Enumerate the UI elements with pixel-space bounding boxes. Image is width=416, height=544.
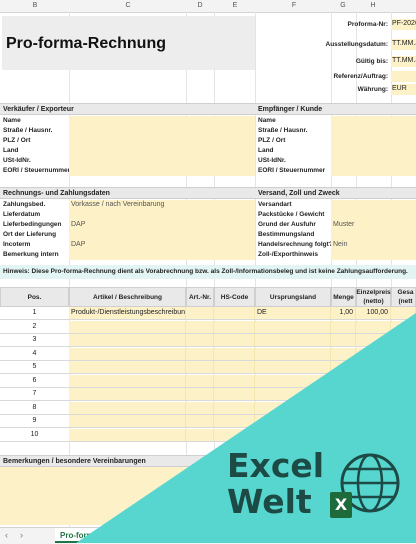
cell-pos[interactable]: 7	[32, 390, 37, 397]
shipping-method-input[interactable]	[331, 200, 416, 210]
meta-label-valid-until: Gültig bis:	[355, 58, 388, 65]
buyer-input-country[interactable]	[331, 146, 416, 156]
seller-label-name: Name	[3, 117, 21, 124]
internal-note-input[interactable]	[69, 250, 255, 260]
globe-icon	[340, 453, 400, 513]
table-header-hs-code[interactable]: HS-Code	[214, 287, 255, 307]
payment-terms-input[interactable]: Vorkasse / nach Vereinbarung	[69, 200, 255, 210]
table-header-origin[interactable]: Ursprungsland	[255, 287, 331, 307]
payment-label: Bemerkung intern	[3, 251, 59, 258]
shipping-label: Handelsrechnung folgt?	[258, 241, 331, 248]
shipping-section-header: Versand, Zoll und Zweck	[255, 187, 416, 199]
table-header-total[interactable]: Gesa (nett	[391, 287, 416, 307]
column-header-d[interactable]: D	[197, 2, 203, 9]
seller-section-header: Verkäufer / Exporteur	[0, 103, 255, 115]
seller-input-street[interactable]	[69, 126, 255, 136]
meta-value-date[interactable]: TT.MM.J	[391, 39, 416, 50]
table-header-description[interactable]: Artikel / Beschreibung	[69, 287, 186, 307]
seller-label-vat: USt-IdNr.	[3, 157, 31, 164]
cell-pos[interactable]: 4	[32, 349, 37, 357]
tab-scroll-left-icon[interactable]: ‹	[5, 530, 8, 540]
table-header-pos[interactable]: Pos.	[0, 287, 69, 307]
payment-label: Lieferbedingungen	[3, 221, 62, 228]
seller-label-city: PLZ / Ort	[3, 137, 31, 144]
packages-weight-input[interactable]	[331, 210, 416, 220]
excel-badge-icon: X	[330, 492, 352, 518]
delivery-date-input[interactable]	[69, 210, 255, 220]
payment-label: Zahlungsbed.	[3, 201, 46, 208]
decorative-triangle	[76, 313, 416, 543]
column-header-bar: B C D E F G H	[0, 0, 416, 13]
destination-country-input[interactable]	[331, 230, 416, 240]
payment-label: Ort der Lieferung	[3, 231, 57, 238]
column-header-e[interactable]: E	[232, 2, 238, 9]
column-header-b[interactable]: B	[32, 2, 38, 9]
payment-section-header: Rechnungs- und Zahlungsdaten	[0, 187, 255, 199]
table-header-qty[interactable]: Menge	[331, 287, 356, 307]
shipping-label: Zoll-/Exporthinweis	[258, 251, 318, 258]
seller-input-vat[interactable]	[69, 156, 255, 166]
tab-scroll-right-icon[interactable]: ›	[20, 530, 23, 540]
seller-input-city[interactable]	[69, 136, 255, 146]
seller-input-name[interactable]	[69, 116, 255, 126]
seller-input-country[interactable]	[69, 146, 255, 156]
delivery-place-input[interactable]	[69, 230, 255, 240]
column-header-h[interactable]: H	[370, 2, 376, 9]
buyer-input-vat[interactable]	[331, 156, 416, 166]
table-header-unit-price[interactable]: Einzelpreis (netto)	[356, 287, 391, 307]
cell-pos[interactable]: 3	[32, 336, 37, 343]
buyer-input-name[interactable]	[331, 116, 416, 126]
buyer-label-street: Straße / Hausnr.	[258, 127, 308, 134]
logo-text-line1: Excel	[227, 446, 325, 485]
meta-label-reference: Referenz/Auftrag:	[333, 73, 388, 80]
payment-label: Incoterm	[3, 241, 31, 248]
shipping-label: Bestimmungsland	[258, 231, 315, 238]
payment-label: Lieferdatum	[3, 211, 41, 218]
export-reason-input[interactable]: Muster	[331, 220, 416, 230]
incoterm-input[interactable]: DAP	[69, 240, 255, 250]
cell-pos[interactable]: 6	[32, 376, 37, 384]
cell-pos[interactable]: 5	[32, 363, 37, 370]
buyer-input-city[interactable]	[331, 136, 416, 146]
cell-pos[interactable]: 10	[30, 430, 39, 438]
seller-label-eori: EORI / Steuernummer	[3, 167, 69, 174]
table-header-article-no[interactable]: Art.-Nr.	[186, 287, 214, 307]
buyer-label-country: Land	[258, 147, 274, 154]
cell-pos[interactable]: 2	[32, 322, 37, 330]
buyer-label-city: PLZ / Ort	[258, 137, 286, 144]
logo-text-line2: Welt	[227, 482, 312, 521]
meta-value-currency[interactable]: EUR	[391, 84, 416, 95]
meta-label-proforma-nr: Proforma-Nr:	[347, 21, 388, 28]
buyer-input-street[interactable]	[331, 126, 416, 136]
seller-label-country: Land	[3, 147, 19, 154]
buyer-input-eori[interactable]	[331, 166, 416, 176]
column-header-c[interactable]: C	[125, 2, 131, 9]
shipping-label: Versandart	[258, 201, 292, 208]
customs-note-input[interactable]	[331, 250, 416, 260]
buyer-label-eori: EORI / Steuernummer	[258, 167, 326, 174]
meta-label-date: Ausstellungsdatum:	[325, 41, 388, 48]
commercial-invoice-input[interactable]: Nein	[331, 240, 416, 250]
seller-label-street: Straße / Hausnr.	[3, 127, 53, 134]
excel-welt-logo: Excel Welt X	[227, 446, 407, 536]
meta-label-currency: Währung:	[357, 86, 388, 93]
cell-pos[interactable]: 8	[32, 403, 37, 411]
meta-value-proforma-nr[interactable]: PF-2026	[391, 19, 416, 30]
shipping-label: Packstücke / Gewicht	[258, 211, 325, 218]
meta-value-valid-until[interactable]: TT.MM.J	[391, 56, 416, 67]
title-cell[interactable]: Pro-forma-Rechnung	[2, 16, 255, 70]
page-title: Pro-forma-Rechnung	[6, 35, 166, 52]
seller-input-eori[interactable]	[69, 166, 255, 176]
cell-pos[interactable]: 1	[32, 309, 37, 316]
buyer-section-header: Empfänger / Kunde	[255, 103, 416, 115]
cell-pos[interactable]: 9	[32, 417, 37, 424]
column-header-g[interactable]: G	[340, 2, 346, 9]
meta-value-reference[interactable]	[391, 71, 416, 82]
hint-banner: Hinweis: Diese Pro-forma-Rechnung dient …	[0, 265, 416, 279]
column-header-f[interactable]: F	[291, 2, 297, 9]
delivery-terms-input[interactable]: DAP	[69, 220, 255, 230]
buyer-label-name: Name	[258, 117, 276, 124]
shipping-label: Grund der Ausfuhr	[258, 221, 316, 228]
buyer-label-vat: USt-IdNr.	[258, 157, 286, 164]
